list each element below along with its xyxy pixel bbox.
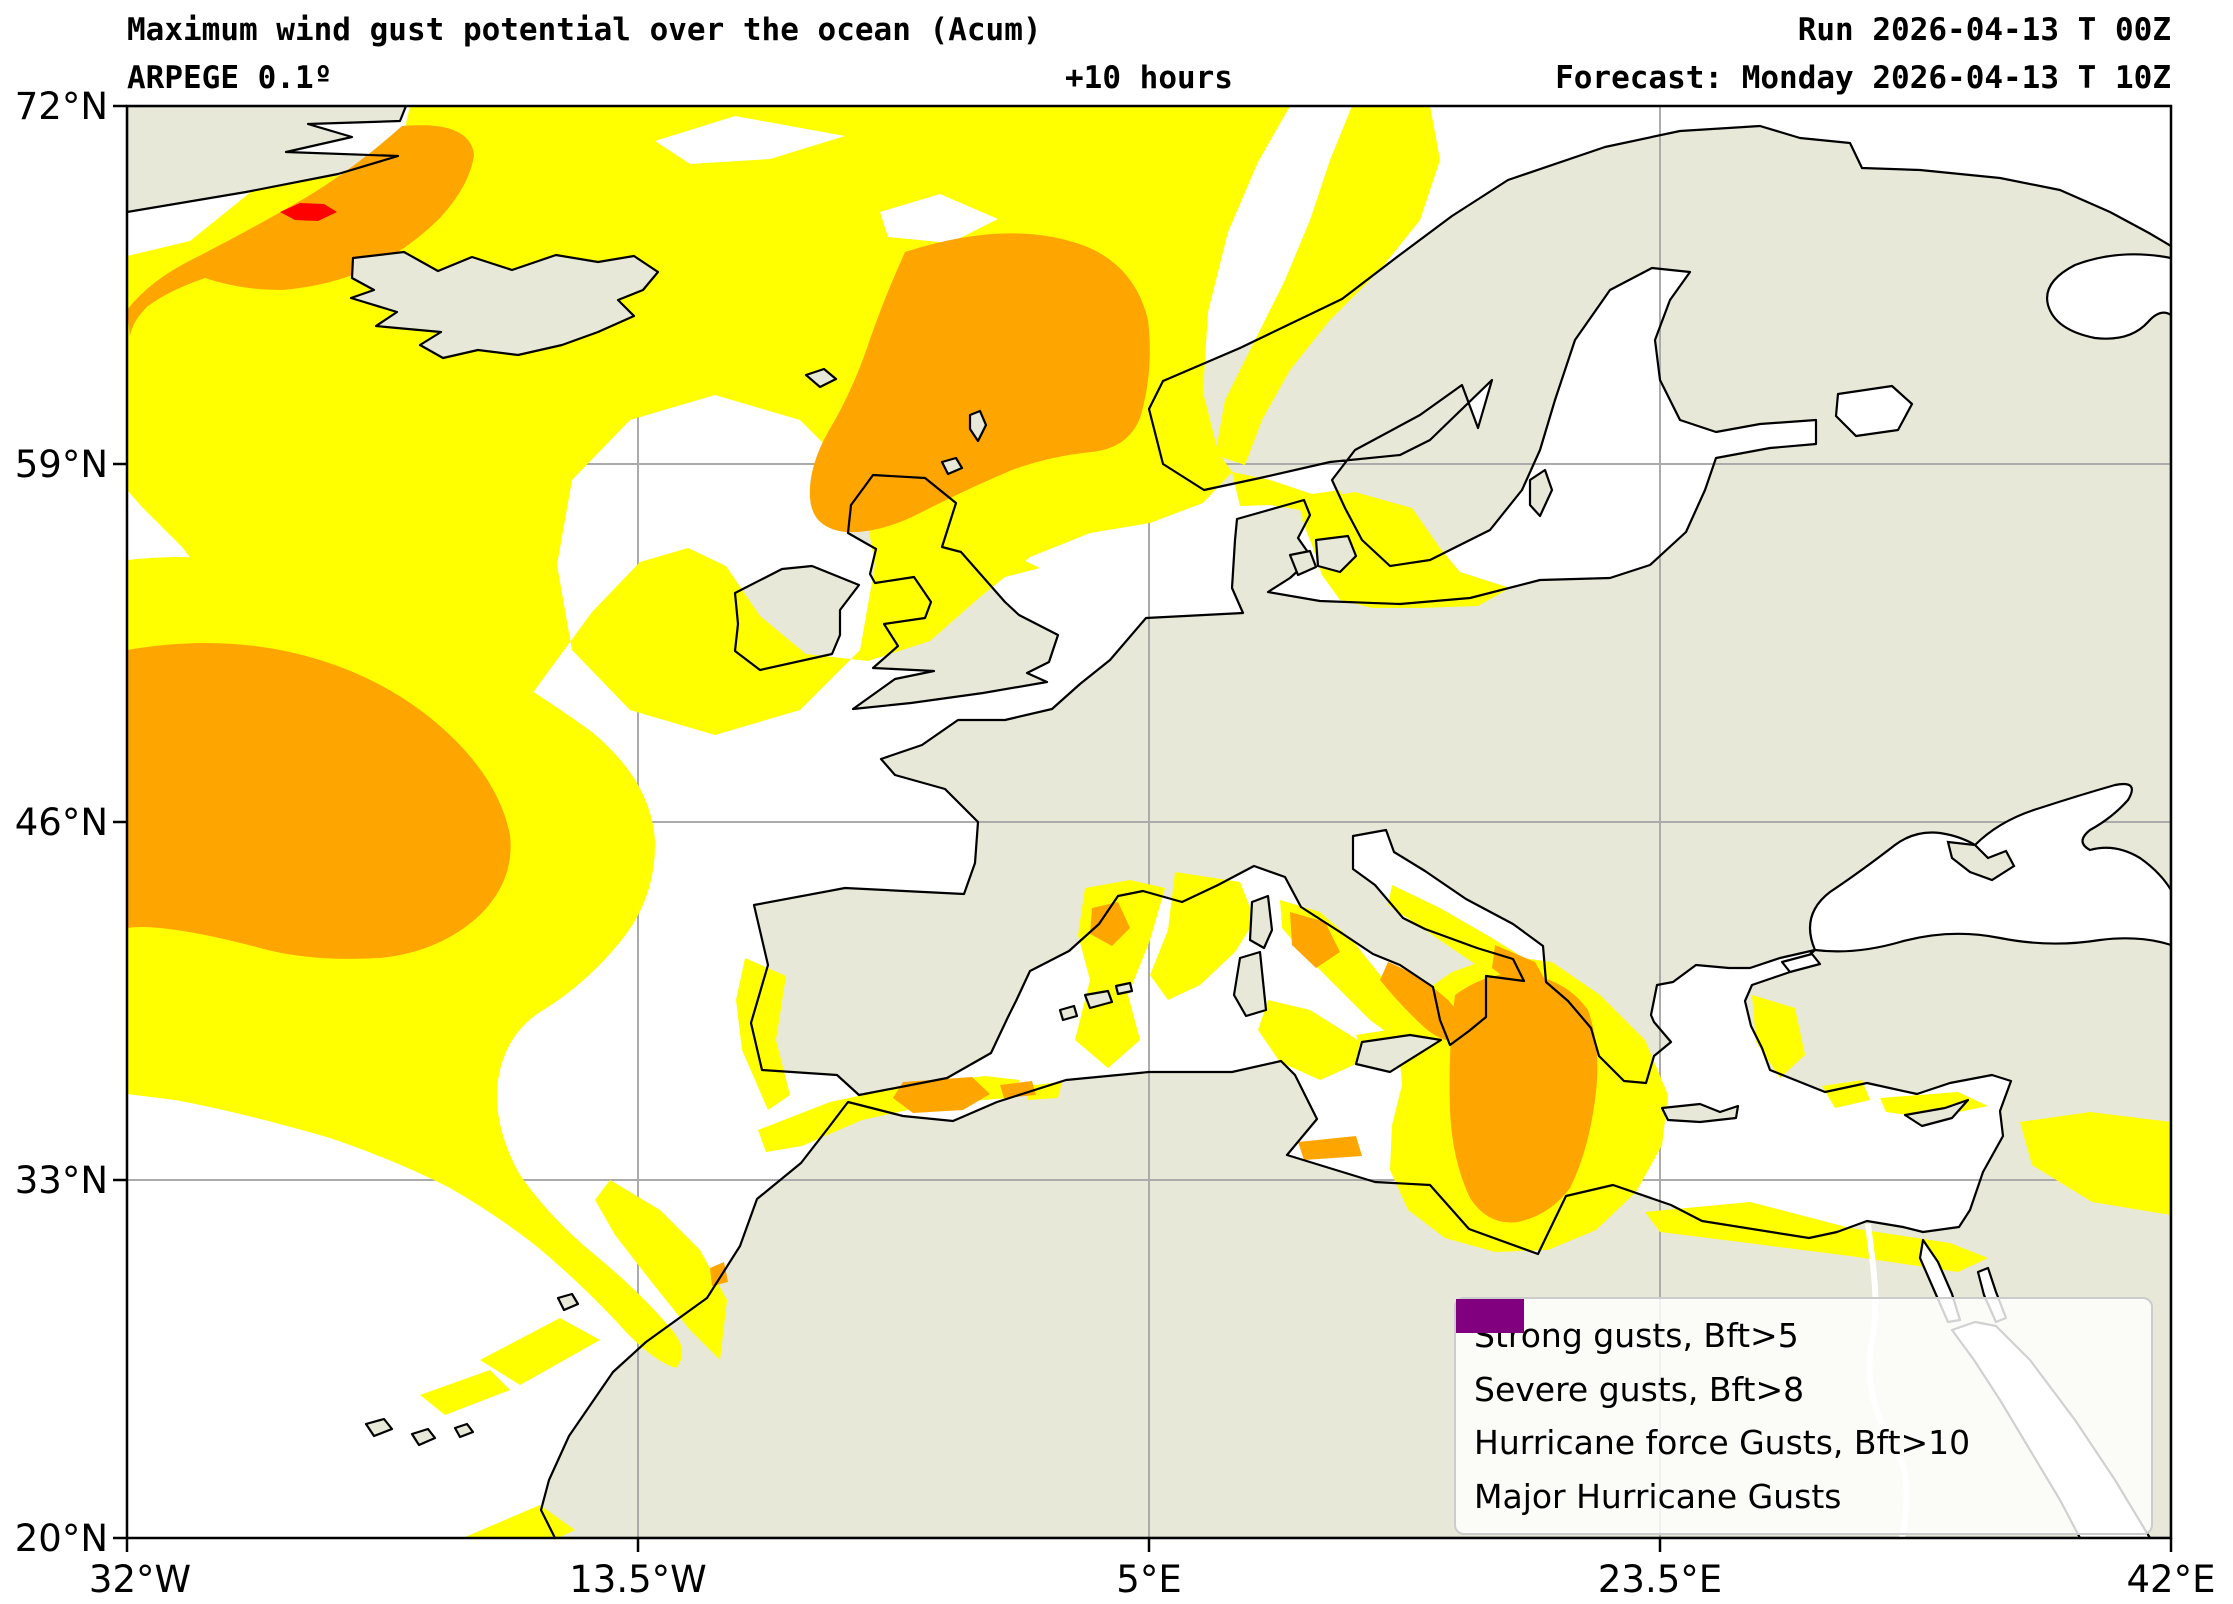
gust-region-morocco-coast [595,1180,727,1360]
x-tick-label-23-5e: 23.5°E [1598,1558,1722,1601]
axis-ticks [113,104,2173,1552]
y-tick-label-59n: 59°N [15,443,108,486]
legend-label-hurricane: Hurricane force Gusts, Bft>10 [1474,1423,1971,1463]
lake-ladoga [1834,384,1914,438]
gust-region-faroes [892,542,1040,588]
x-tick-label-32w: 32°W [89,1558,191,1601]
legend-label-major-hurricane: Major Hurricane Gusts [1474,1476,1842,1516]
iceland-landmass [349,250,660,360]
page-title: Maximum wind gust potential over the oce… [127,12,1042,48]
legend-swatch-major-hurricane [1456,1299,1524,1333]
y-tick-label-46n: 46°N [15,801,108,844]
severe-region-greenland-sea [127,125,474,336]
islands [349,250,1970,1447]
legend-item-strong: Strong gusts, Bft>5 [1456,1299,2133,1362]
zealand-island [1314,534,1358,574]
lead-time-label: +10 hours [1065,60,1233,96]
faroe-islands [804,367,838,389]
orkney-islands [940,456,964,476]
gust-region-aegean [1752,995,1805,1078]
gust-region-sardinia-channel [1258,1000,1360,1080]
severe-region-alboran [893,1077,990,1113]
y-tick-label-72n: 72°N [15,85,108,128]
sicily-island [1354,1033,1443,1074]
menorca-island [1114,981,1134,996]
legend-label-severe: Severe gusts, Bft>8 [1474,1369,1805,1409]
crimea-peninsula [1946,840,2016,882]
x-tick-label-42e: 42°E [2127,1558,2216,1601]
gust-region-canaries [480,1318,600,1385]
mallorca-island [1083,989,1114,1010]
x-tick-label-13-5w: 13.5°W [569,1558,706,1601]
severe-gust-regions [127,125,1598,1286]
run-label: Run 2026-04-13 T 00Z [1798,12,2171,48]
severe-region-calabria [1380,962,1464,1042]
x-tick-label-5e: 5°E [1116,1558,1181,1601]
legend-item-major-hurricane: Major Hurricane Gusts [1456,1299,2133,1522]
white-sea [2046,253,2171,340]
sea-of-marmara [1780,952,1822,974]
y-tick-label-33n: 33°N [15,1159,108,1202]
gust-region-kattegat-baltic [1302,492,1510,608]
gust-region-norway-coast-band [1215,106,1440,465]
severe-region-ionian [1449,973,1598,1223]
severe-region-mid-atlantic [127,642,511,959]
gust-region-balearic-ne [1150,872,1255,1000]
forecast-label: Forecast: Monday 2026-04-13 T 10Z [1555,60,2171,96]
sardinia-island [1232,950,1268,1018]
legend-item-severe: Severe gusts, Bft>8 [1456,1299,2133,1415]
gotland-island [1528,468,1554,518]
canary-islands [364,1417,394,1438]
gust-region-levant [2020,1112,2171,1215]
model-label: ARPEGE 0.1º [127,60,332,96]
legend: Strong gusts, Bft>5 Severe gusts, Bft>8 … [1454,1297,2153,1535]
ibiza-island [1058,1004,1079,1022]
crete-island [1660,1102,1740,1124]
corsica-island [1248,894,1274,950]
fyn-island [1288,549,1318,577]
gust-region-turkey-s [1880,1092,1988,1118]
y-tick-label-20n: 20°N [15,1517,108,1560]
madeira-island [556,1292,580,1312]
cyprus-island [1903,1098,1970,1128]
severe-region-lion [1090,902,1130,946]
legend-item-hurricane: Hurricane force Gusts, Bft>10 [1456,1299,2133,1469]
hurricane-region-greenland-sea [280,203,337,221]
severe-region-norwegian-sea [809,233,1150,533]
shetland-islands [968,409,988,443]
legend-label-strong: Strong gusts, Bft>5 [1474,1316,1799,1356]
severe-region-tunisia-coast [1298,1136,1362,1160]
